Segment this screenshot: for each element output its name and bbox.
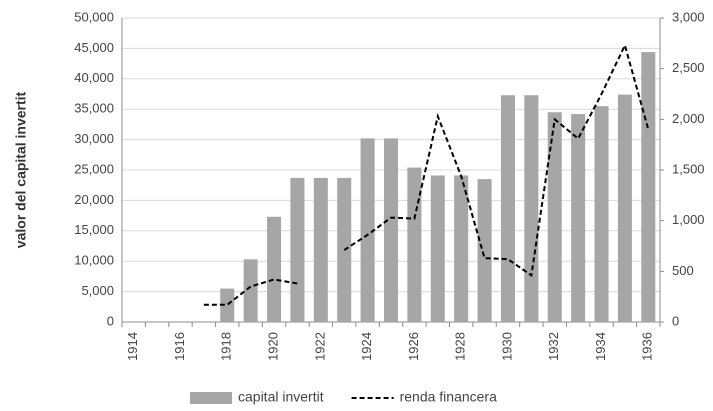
bar: [243, 259, 258, 322]
bar: [641, 52, 656, 322]
legend-swatch: [190, 392, 232, 404]
bar: [594, 106, 609, 322]
x-tick-label: 1924: [359, 332, 374, 361]
y-tick-label: 0: [107, 313, 114, 328]
x-tick-label: 1914: [125, 332, 140, 361]
y-tick-label: 50,000: [74, 9, 114, 24]
bar: [617, 94, 632, 322]
bar: [454, 175, 469, 322]
y-axis-label: valor del capital invertit: [13, 91, 29, 248]
bar: [220, 288, 235, 322]
x-tick-label: 1922: [312, 332, 327, 361]
y-tick-label: 40,000: [74, 70, 114, 85]
y-tick-label: 20,000: [74, 192, 114, 207]
bar: [267, 216, 282, 322]
bar: [383, 138, 399, 322]
y-tick-label: 45,000: [74, 40, 114, 55]
y2-tick-label: 500: [672, 263, 694, 278]
x-tick-label: 1936: [640, 332, 655, 361]
bar: [571, 114, 586, 323]
bar: [477, 179, 492, 322]
y-tick-label: 30,000: [74, 131, 114, 146]
bar: [430, 175, 445, 322]
line: [203, 42, 650, 306]
y2-tick-label: 0: [672, 313, 679, 328]
x-tick-label: 1920: [265, 332, 280, 361]
bar: [407, 167, 422, 322]
y-tick-label: 5,000: [81, 283, 114, 298]
bar: [524, 95, 539, 322]
bar: [313, 177, 328, 322]
y-tick-label: 15,000: [74, 222, 114, 237]
bar: [290, 177, 305, 322]
y-tick-label: 35,000: [74, 101, 114, 116]
y2-tick-label: 2,500: [672, 60, 705, 75]
bar: [500, 95, 515, 322]
x-tick-label: 1932: [546, 332, 561, 361]
y-tick-label: 10,000: [74, 253, 114, 268]
x-tick-label: 1930: [499, 332, 514, 361]
y2-tick-label: 1,500: [672, 161, 705, 176]
x-tick-label: 1916: [172, 332, 187, 361]
y2-tick-label: 1,000: [672, 212, 705, 227]
legend-label: renda financera: [400, 389, 498, 405]
y-tick-label: 25,000: [74, 161, 114, 176]
bar: [547, 112, 562, 323]
x-tick-label: 1926: [406, 332, 421, 361]
y2-tick-label: 3,000: [672, 9, 705, 24]
x-tick-label: 1934: [593, 332, 608, 361]
x-tick-label: 1928: [453, 332, 468, 361]
legend-label: capital invertit: [238, 389, 324, 405]
bar: [360, 138, 375, 322]
y2-tick-label: 2,000: [672, 111, 705, 126]
x-tick-label: 1918: [219, 332, 234, 361]
